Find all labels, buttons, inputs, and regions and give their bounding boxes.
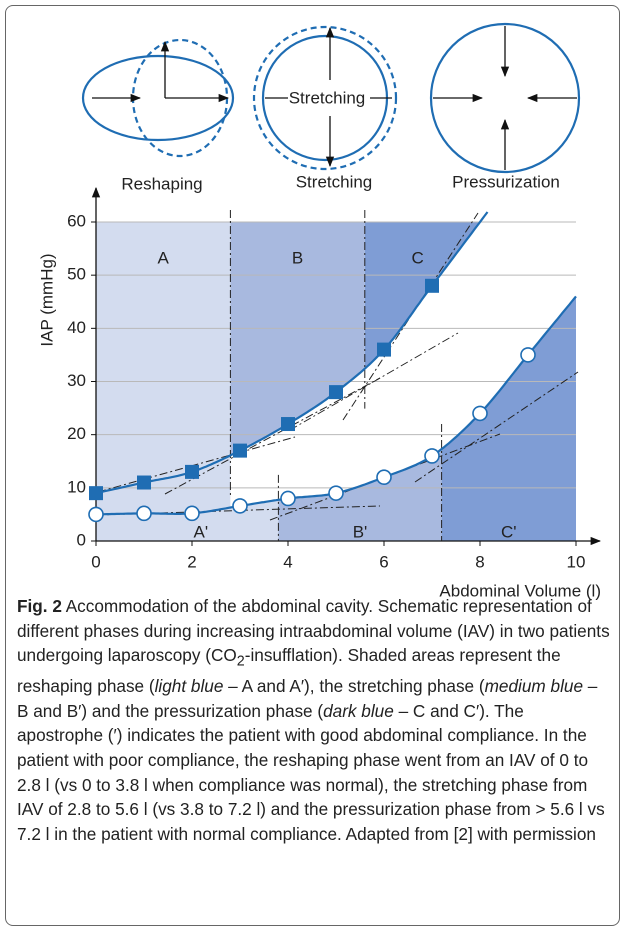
y-axis-label: IAP (mmHg): [37, 253, 56, 346]
data-point: [88, 506, 104, 523]
x-tick-label: 2: [187, 552, 196, 571]
data-point: [281, 417, 295, 432]
phase-label: B': [353, 523, 368, 542]
data-point: [137, 475, 151, 490]
caption-label: Fig. 2: [17, 596, 62, 616]
y-tick-label: 0: [77, 530, 86, 549]
data-point: [329, 385, 343, 400]
data-point: [280, 490, 296, 507]
diagram-label: Reshaping: [121, 174, 202, 193]
data-point: [425, 278, 439, 293]
plot: 0 10 20 30 40 50 60 0 2 4 6 8 10 Abdominal Volume (l)…: [37, 186, 602, 600]
y-tick-label: 40: [67, 318, 86, 337]
caption-text: dark blue: [323, 700, 394, 721]
caption: Fig. 2 Accommodation of the abdominal ca…: [17, 594, 613, 846]
x-tick-label: 6: [379, 552, 388, 571]
data-point: [136, 505, 152, 522]
diagram-label: Stretching: [296, 172, 373, 191]
data-point: [184, 505, 200, 522]
data-point: [376, 469, 392, 486]
caption-text: – A and A′), the stretching phase (: [223, 676, 485, 697]
phase-label: C: [411, 249, 423, 268]
phase-label: A': [194, 523, 209, 542]
x-tick-label: 4: [283, 552, 292, 571]
caption-text: light blue: [154, 676, 224, 697]
phase-label: A: [158, 249, 170, 268]
caption-text: medium blue: [484, 676, 584, 697]
caption-text: – C and C′). The apostrophe (′) indicate…: [17, 700, 605, 844]
x-axis-label: Abdominal Volume (l): [439, 581, 601, 600]
caption-text: – B and B′) and the pressurization phase…: [17, 676, 598, 721]
data-point: [232, 498, 248, 514]
diagram-label: Pressurization: [452, 172, 560, 191]
data-point: [185, 464, 199, 479]
data-point: [233, 443, 247, 458]
phase-area: [96, 499, 279, 541]
data-point: [328, 485, 344, 501]
phase-shading: [96, 222, 576, 541]
phase-label: C': [501, 523, 517, 542]
phase-area: [230, 222, 365, 456]
data-point: [520, 347, 536, 363]
caption-text: Accommodation of the abdominal cavity. S…: [17, 596, 610, 666]
y-tick-label: 20: [67, 424, 86, 443]
data-point: [377, 342, 391, 357]
data-point: [89, 486, 103, 501]
data-point: [424, 448, 440, 464]
grid: [96, 221, 576, 489]
diagrams: [81, 22, 581, 174]
phase-label: B: [292, 249, 303, 268]
y-tick-label: 50: [67, 265, 86, 284]
x-tick-label: 10: [567, 552, 586, 571]
chart: Reshaping Stretching Pressurization Stre…: [37, 22, 602, 600]
y-tick-label: 30: [67, 371, 86, 390]
y-tick-label: 60: [67, 211, 86, 230]
x-tick-label: 0: [91, 552, 100, 571]
caption-text: 2: [236, 653, 245, 670]
phase-area: [364, 222, 488, 369]
caption-text: -insufflation). Shaded areas represent t…: [17, 645, 561, 697]
label-backdrop: [288, 88, 364, 108]
x-tick-label: 8: [475, 552, 484, 571]
figure-frame: [5, 5, 620, 926]
diagram-label: Stretching: [289, 88, 366, 107]
y-tick-label: 10: [67, 477, 86, 496]
data-point: [472, 405, 488, 422]
